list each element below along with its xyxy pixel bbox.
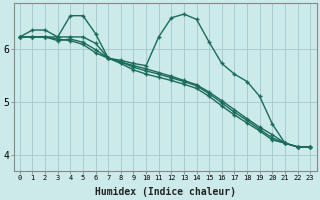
X-axis label: Humidex (Indice chaleur): Humidex (Indice chaleur): [94, 186, 236, 197]
